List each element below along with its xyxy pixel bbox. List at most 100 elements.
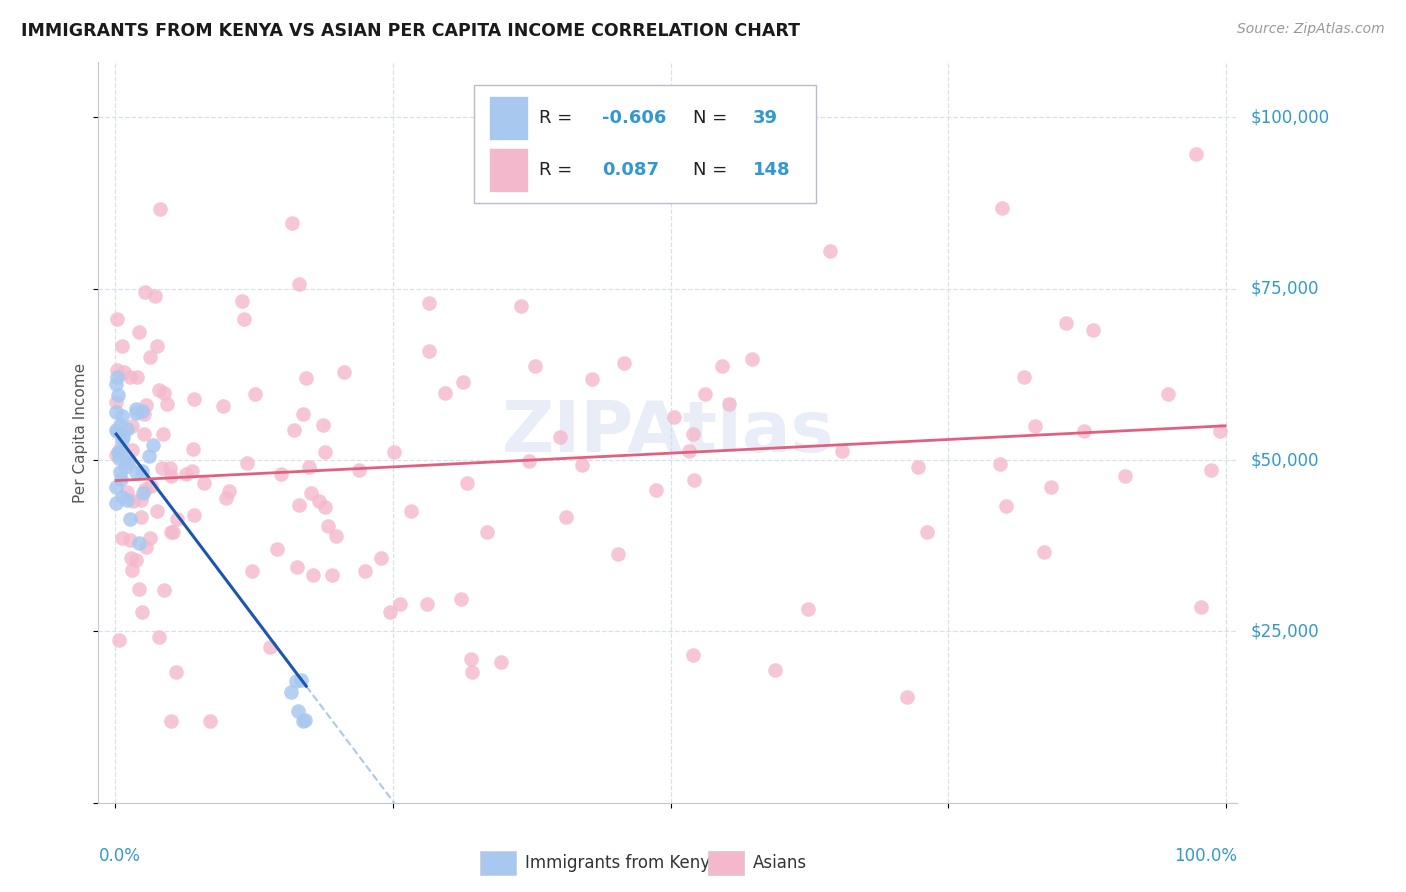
Point xyxy=(214,491,236,505)
Point xyxy=(125,402,148,417)
Point xyxy=(105,423,128,437)
Point xyxy=(917,525,939,540)
Point xyxy=(107,388,129,402)
Point xyxy=(153,582,176,597)
Point xyxy=(266,542,288,557)
Text: IMMIGRANTS FROM KENYA VS ASIAN PER CAPITA INCOME CORRELATION CHART: IMMIGRANTS FROM KENYA VS ASIAN PER CAPIT… xyxy=(21,22,800,40)
Point xyxy=(160,714,183,728)
Point xyxy=(104,480,127,494)
Point xyxy=(333,365,356,379)
Text: 0.0%: 0.0% xyxy=(98,847,141,865)
Point xyxy=(104,405,127,419)
Point xyxy=(120,550,142,565)
Point xyxy=(378,605,401,619)
Text: 39: 39 xyxy=(754,109,779,127)
Point xyxy=(311,417,333,432)
Point xyxy=(104,496,127,510)
Point xyxy=(1083,323,1105,337)
Point xyxy=(141,479,163,493)
Point xyxy=(418,343,440,358)
Point xyxy=(159,461,181,475)
Point xyxy=(148,383,170,397)
Point xyxy=(114,460,136,475)
Point xyxy=(125,405,148,419)
Point xyxy=(105,362,128,376)
Y-axis label: Per Capita Income: Per Capita Income xyxy=(73,362,87,503)
Text: Source: ZipAtlas.com: Source: ZipAtlas.com xyxy=(1237,22,1385,37)
Point xyxy=(160,525,183,540)
Point xyxy=(1157,387,1180,401)
Point xyxy=(152,426,174,441)
Point xyxy=(907,459,929,474)
Point xyxy=(146,504,169,518)
Point xyxy=(418,296,440,310)
Point xyxy=(160,468,183,483)
Point xyxy=(117,454,139,468)
Point xyxy=(142,437,165,451)
Point xyxy=(682,648,704,662)
Point xyxy=(693,386,716,401)
Text: N =: N = xyxy=(693,161,733,178)
Point xyxy=(135,398,157,412)
Point xyxy=(111,338,134,352)
Point xyxy=(122,494,145,508)
Text: -0.606: -0.606 xyxy=(602,109,666,127)
Point xyxy=(510,300,533,314)
Point xyxy=(108,633,131,648)
Point xyxy=(148,630,170,644)
Point xyxy=(134,482,156,496)
Point xyxy=(105,395,128,409)
Point xyxy=(434,385,457,400)
Point xyxy=(198,714,221,728)
FancyBboxPatch shape xyxy=(474,85,815,203)
Point xyxy=(112,365,135,379)
Point xyxy=(108,450,131,465)
Point xyxy=(460,651,482,665)
Point xyxy=(554,509,576,524)
Point xyxy=(1012,369,1035,384)
Point xyxy=(388,597,411,611)
Point xyxy=(280,685,302,699)
Point xyxy=(117,455,139,469)
Point xyxy=(280,216,302,230)
Bar xyxy=(479,851,516,875)
Point xyxy=(149,202,172,216)
Point xyxy=(135,540,157,554)
Point xyxy=(139,350,162,364)
Point xyxy=(112,430,135,444)
Point xyxy=(129,493,152,508)
Point xyxy=(125,465,148,479)
Point xyxy=(231,293,253,308)
FancyBboxPatch shape xyxy=(489,96,527,140)
Point xyxy=(299,485,322,500)
Point xyxy=(259,640,281,655)
Point xyxy=(288,499,311,513)
Point xyxy=(124,552,146,566)
Point xyxy=(193,475,215,490)
Point xyxy=(353,564,375,578)
Point xyxy=(308,494,330,508)
Point xyxy=(162,525,184,540)
Point xyxy=(370,551,392,566)
Text: $75,000: $75,000 xyxy=(1251,280,1319,298)
Point xyxy=(678,443,700,458)
Point xyxy=(120,369,142,384)
Point xyxy=(117,493,139,508)
Point xyxy=(607,547,630,561)
Point xyxy=(240,564,263,578)
Point xyxy=(1189,599,1212,614)
Point xyxy=(301,568,323,582)
Text: R =: R = xyxy=(538,161,578,178)
Point xyxy=(156,396,179,410)
Point xyxy=(990,201,1012,215)
Text: Immigrants from Kenya: Immigrants from Kenya xyxy=(526,854,721,871)
Point xyxy=(165,665,187,679)
Point xyxy=(110,472,132,486)
Point xyxy=(150,461,173,475)
Point xyxy=(108,425,131,439)
Point xyxy=(118,533,141,547)
Point xyxy=(321,567,343,582)
Point xyxy=(211,399,233,413)
Point xyxy=(110,465,132,479)
Point xyxy=(115,422,138,436)
